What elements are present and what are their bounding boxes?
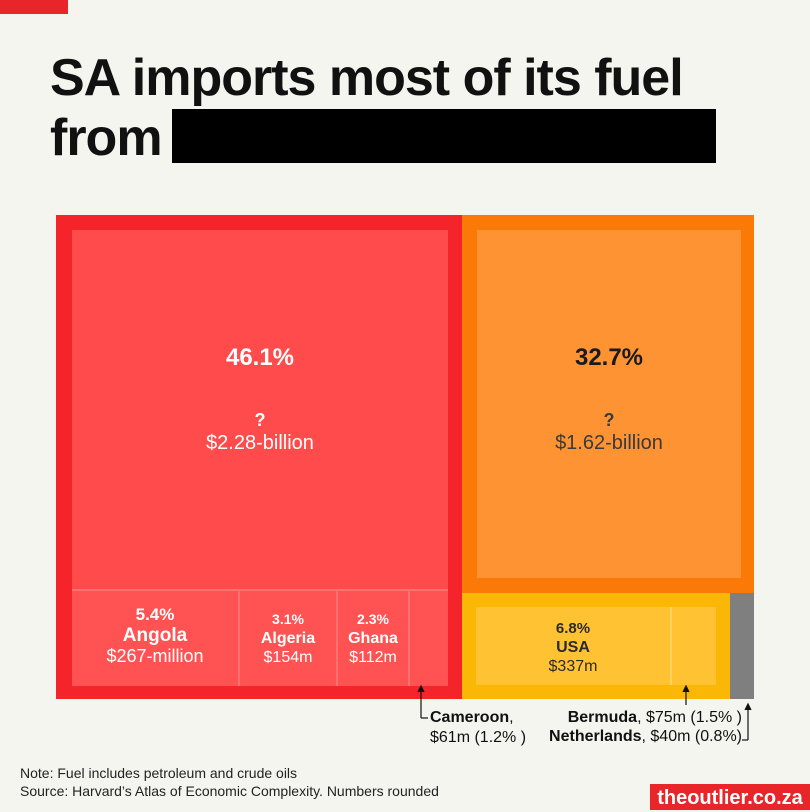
- footnote-line-1: Note: Fuel includes petroleum and crude …: [20, 765, 298, 781]
- algeria-name: Algeria: [260, 630, 316, 647]
- redaction-block: [171, 109, 716, 163]
- cameroon-detail: $61m (1.2% ): [430, 729, 527, 746]
- label-orange-value: $1.62-billion: [555, 432, 663, 454]
- page-title: SA imports most of its fuel from: [50, 48, 770, 168]
- title-line-1: SA imports most of its fuel: [50, 49, 684, 107]
- bermuda-name: Bermuda: [567, 709, 638, 726]
- treemap-cell-cameroon: [410, 590, 448, 686]
- netherlands-leader: [742, 702, 752, 741]
- algeria-value: $154m: [263, 649, 313, 666]
- usa-pct: 6.8%: [555, 620, 591, 637]
- treemap-cell-netherlands: [730, 593, 754, 699]
- treemap-cell-unknown-red: [72, 230, 448, 590]
- angola-name: Angola: [122, 625, 188, 646]
- bermuda-annotation: Bermuda, $75m (1.5% ): [540, 708, 742, 728]
- label-red-pct: 46.1%: [225, 344, 295, 371]
- cameroon-name: Cameroon: [430, 709, 510, 726]
- ghana-name: Ghana: [348, 630, 398, 647]
- netherlands-annotation: Netherlands, $40m (0.8%): [520, 727, 742, 747]
- label-red-name: ?: [254, 410, 266, 430]
- cameroon-annotation: Cameroon, $61m (1.2% ): [430, 708, 526, 748]
- label-orange-pct: 32.7%: [574, 344, 644, 371]
- treemap-cell-bermuda: [672, 607, 716, 685]
- brand-logo[interactable]: theoutlier.co.za: [650, 784, 810, 810]
- footnote: Note: Fuel includes petroleum and crude …: [20, 764, 439, 800]
- top-accent-bar: [0, 0, 68, 14]
- label-orange-name: ?: [603, 410, 615, 430]
- label-algeria: 3.1% Algeria $154m: [240, 610, 336, 667]
- angola-pct: 5.4%: [135, 605, 175, 624]
- algeria-pct: 3.1%: [272, 611, 304, 627]
- netherlands-detail: , $40m (0.8%): [641, 728, 742, 745]
- label-usa: 6.8% USA $337m: [476, 619, 670, 676]
- ghana-value: $112m: [349, 649, 397, 666]
- usa-value: $337m: [548, 658, 598, 675]
- bermuda-detail: , $75m (1.5% ): [637, 709, 742, 726]
- treemap-cell-angola: [72, 590, 238, 686]
- label-ghana: 2.3% Ghana $112m: [338, 610, 408, 667]
- footnote-source: Source: Harvard’s Atlas of Economic Comp…: [20, 783, 439, 799]
- label-angola: 5.4% Angola $267-million: [72, 604, 238, 667]
- bermuda-leader: [682, 684, 690, 705]
- treemap-cell-usa: [476, 607, 670, 685]
- cameroon-comma: ,: [509, 709, 514, 726]
- cameroon-leader: [417, 684, 428, 719]
- treemap-cell-ghana: [338, 590, 408, 686]
- treemap-cell-unknown-orange: [477, 230, 741, 578]
- title-line-2-text: from: [50, 109, 163, 167]
- ghana-pct: 2.3%: [357, 611, 389, 627]
- label-red-value: $2.28-billion: [206, 432, 314, 454]
- usa-name: USA: [556, 639, 590, 656]
- treemap-cell-algeria: [240, 590, 336, 686]
- netherlands-name: Netherlands: [549, 728, 642, 745]
- title-line-2: from: [50, 108, 770, 168]
- angola-value: $267-million: [106, 646, 204, 666]
